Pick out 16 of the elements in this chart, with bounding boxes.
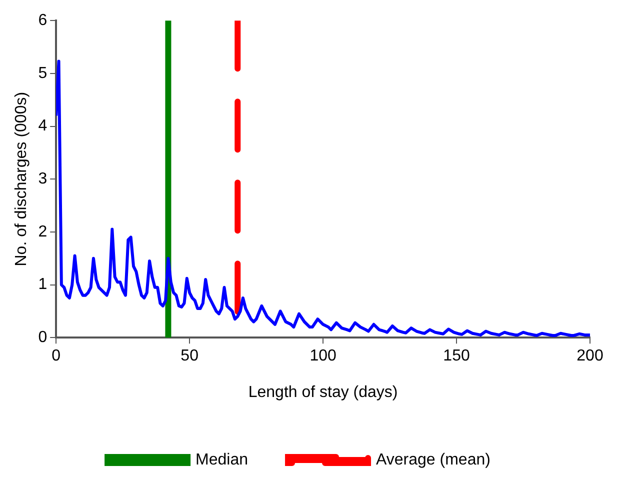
x-tick-label: 100 — [310, 348, 336, 365]
y-tick-label: 4 — [38, 118, 48, 135]
y-tick-label: 2 — [38, 223, 48, 240]
y-tick-label: 0 — [38, 329, 48, 346]
y-tick-label: 5 — [38, 64, 48, 82]
y-axis-title: No. of discharges (000s) — [13, 92, 30, 266]
legend-label: Average (mean) — [376, 451, 490, 468]
x-tick-label: 0 — [52, 348, 61, 365]
x-tick-label: 150 — [443, 348, 470, 365]
x-axis-title: Length of stay (days) — [248, 384, 398, 401]
y-tick-label: 1 — [38, 276, 48, 294]
x-tick-label: 200 — [576, 348, 604, 365]
y-tick-label: 3 — [38, 170, 48, 188]
x-tick-label: 50 — [180, 348, 199, 365]
y-tick-label: 6 — [38, 12, 48, 30]
legend-label: Median — [196, 451, 248, 468]
